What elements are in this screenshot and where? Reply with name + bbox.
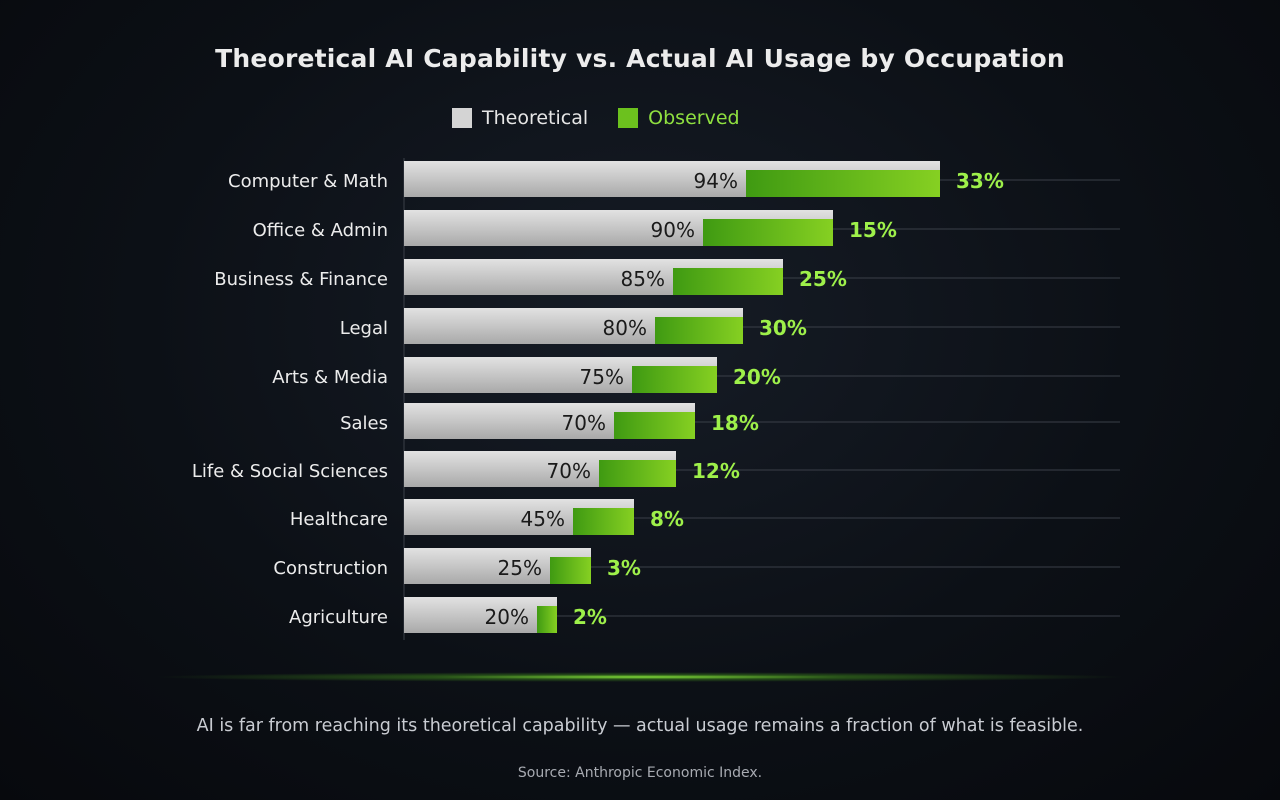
category-label: Legal [340, 318, 388, 339]
data-label-observed: 15% [849, 218, 897, 242]
legend: Theoretical Observed [452, 107, 770, 129]
data-label-theoretical: 70% [547, 459, 591, 483]
bar-observed [599, 460, 676, 487]
legend-swatch-observed [618, 108, 639, 128]
data-label-observed: 33% [956, 169, 1004, 193]
data-label-theoretical: 94% [694, 169, 738, 193]
category-label: Sales [340, 413, 388, 434]
data-label-theoretical: 25% [498, 556, 542, 580]
data-label-observed: 3% [607, 556, 641, 580]
bar-theoretical [404, 597, 557, 633]
data-label-observed: 25% [799, 267, 847, 291]
bar-observed [746, 170, 940, 197]
data-label-observed: 8% [650, 507, 684, 531]
bar-observed [632, 366, 717, 393]
bar-observed [673, 268, 783, 295]
legend-label-observed: Observed [648, 107, 740, 129]
bar-observed [537, 606, 557, 633]
bar-observed [614, 412, 695, 439]
data-label-theoretical: 90% [651, 218, 695, 242]
legend-item-observed: Observed [618, 107, 740, 129]
data-label-theoretical: 75% [580, 365, 624, 389]
category-label: Construction [273, 558, 388, 579]
glow-divider [150, 672, 1130, 682]
data-label-theoretical: 70% [562, 411, 606, 435]
category-label: Computer & Math [228, 171, 388, 192]
category-label: Arts & Media [272, 367, 388, 388]
data-label-observed: 18% [711, 411, 759, 435]
bar-observed [655, 317, 743, 344]
chart-title: Theoretical AI Capability vs. Actual AI … [215, 44, 1065, 73]
data-label-observed: 2% [573, 605, 607, 629]
category-label: Agriculture [289, 607, 388, 628]
data-label-theoretical: 20% [485, 605, 529, 629]
bar-observed [573, 508, 634, 535]
category-label: Healthcare [290, 509, 388, 530]
source: Source: Anthropic Economic Index. [517, 765, 763, 781]
data-label-theoretical: 85% [621, 267, 665, 291]
data-label-observed: 30% [759, 316, 807, 340]
legend-label-theoretical: Theoretical [482, 107, 589, 129]
legend-item-theoretical: Theoretical [452, 107, 588, 129]
bar-observed [550, 557, 591, 584]
data-label-observed: 12% [692, 459, 740, 483]
bar-observed [703, 219, 833, 246]
category-label: Office & Admin [253, 220, 388, 241]
legend-swatch-theoretical [452, 108, 472, 128]
category-label: Life & Social Sciences [192, 461, 388, 482]
category-label: Business & Finance [214, 269, 388, 290]
caption: AI is far from reaching its theoretical … [196, 716, 1084, 736]
data-label-observed: 20% [733, 365, 781, 389]
data-label-theoretical: 45% [521, 507, 565, 531]
data-label-theoretical: 80% [603, 316, 647, 340]
